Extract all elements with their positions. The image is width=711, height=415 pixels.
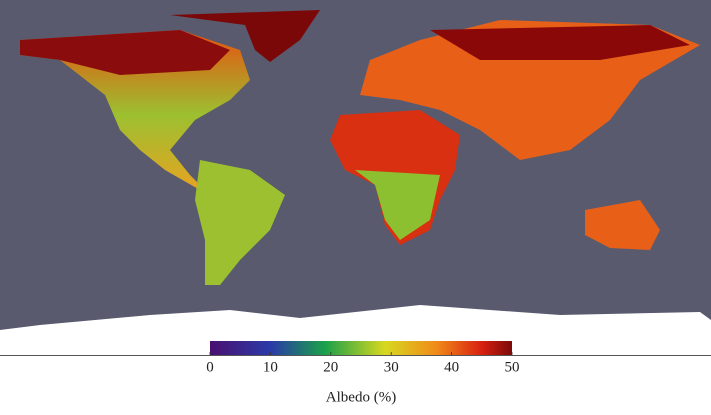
colorbar — [210, 341, 512, 355]
greenland — [170, 10, 320, 62]
map — [0, 0, 711, 355]
colorbar-tick-label: 50 — [505, 359, 520, 375]
north-america — [20, 30, 250, 200]
antarctica — [0, 305, 711, 355]
colorbar-tick-label: 0 — [206, 359, 214, 375]
south-america — [195, 160, 285, 285]
map-border — [0, 355, 711, 356]
colorbar-tick-label: 20 — [323, 359, 338, 375]
central-africa — [355, 170, 440, 240]
colorbar-tick-label: 40 — [444, 359, 459, 375]
siberia — [430, 25, 690, 60]
colorbar-label: Albedo (%) — [326, 389, 396, 405]
colorbar-tick-label: 30 — [384, 359, 399, 375]
australia — [585, 200, 660, 250]
colorbar-tick-label: 10 — [263, 359, 278, 375]
arctic-canada — [20, 30, 230, 75]
